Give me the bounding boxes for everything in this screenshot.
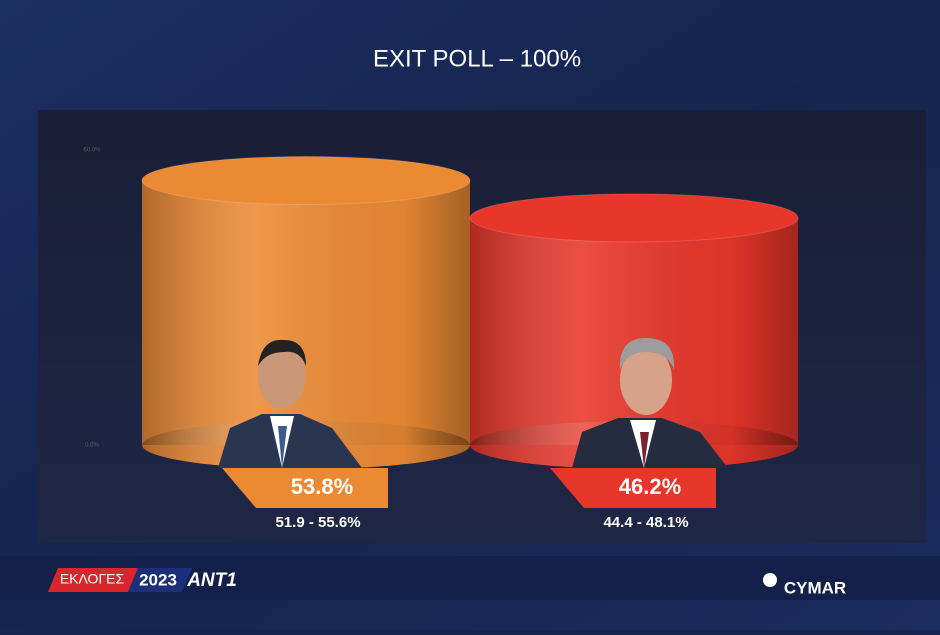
bar-top [141,155,471,205]
footer-channel: ANT1 [186,570,237,591]
bars [141,155,799,469]
candidate-photo [572,338,728,468]
value-label-box [550,468,716,508]
footer-year-box [128,568,192,592]
interval-label: 44.4 - 48.1% [603,514,688,531]
interval-label: 51.9 - 55.6% [275,514,360,531]
pollster-icon [763,573,777,587]
y-tick-label: 60.0% [83,148,101,154]
chart-title: EXIT POLL – 100% [373,45,581,72]
y-tick-label: 0.0% [85,443,99,449]
footer-year: 2023 [139,570,177,589]
value-label-box [222,468,388,508]
bar-shade [142,180,470,445]
value-label: 46.2% [619,474,681,499]
value-label: 53.8% [291,474,353,499]
candidate-photo [218,339,362,468]
bar-top [469,193,799,243]
footer-tag: ΕΚΛΟΓΕΣ [60,571,125,587]
footer-tag-box [48,568,138,592]
footer-pollster: CYMAR [784,578,846,597]
labels: 53.8% 51.9 - 55.6% 46.2% 44.4 - 48.1% [222,468,716,531]
